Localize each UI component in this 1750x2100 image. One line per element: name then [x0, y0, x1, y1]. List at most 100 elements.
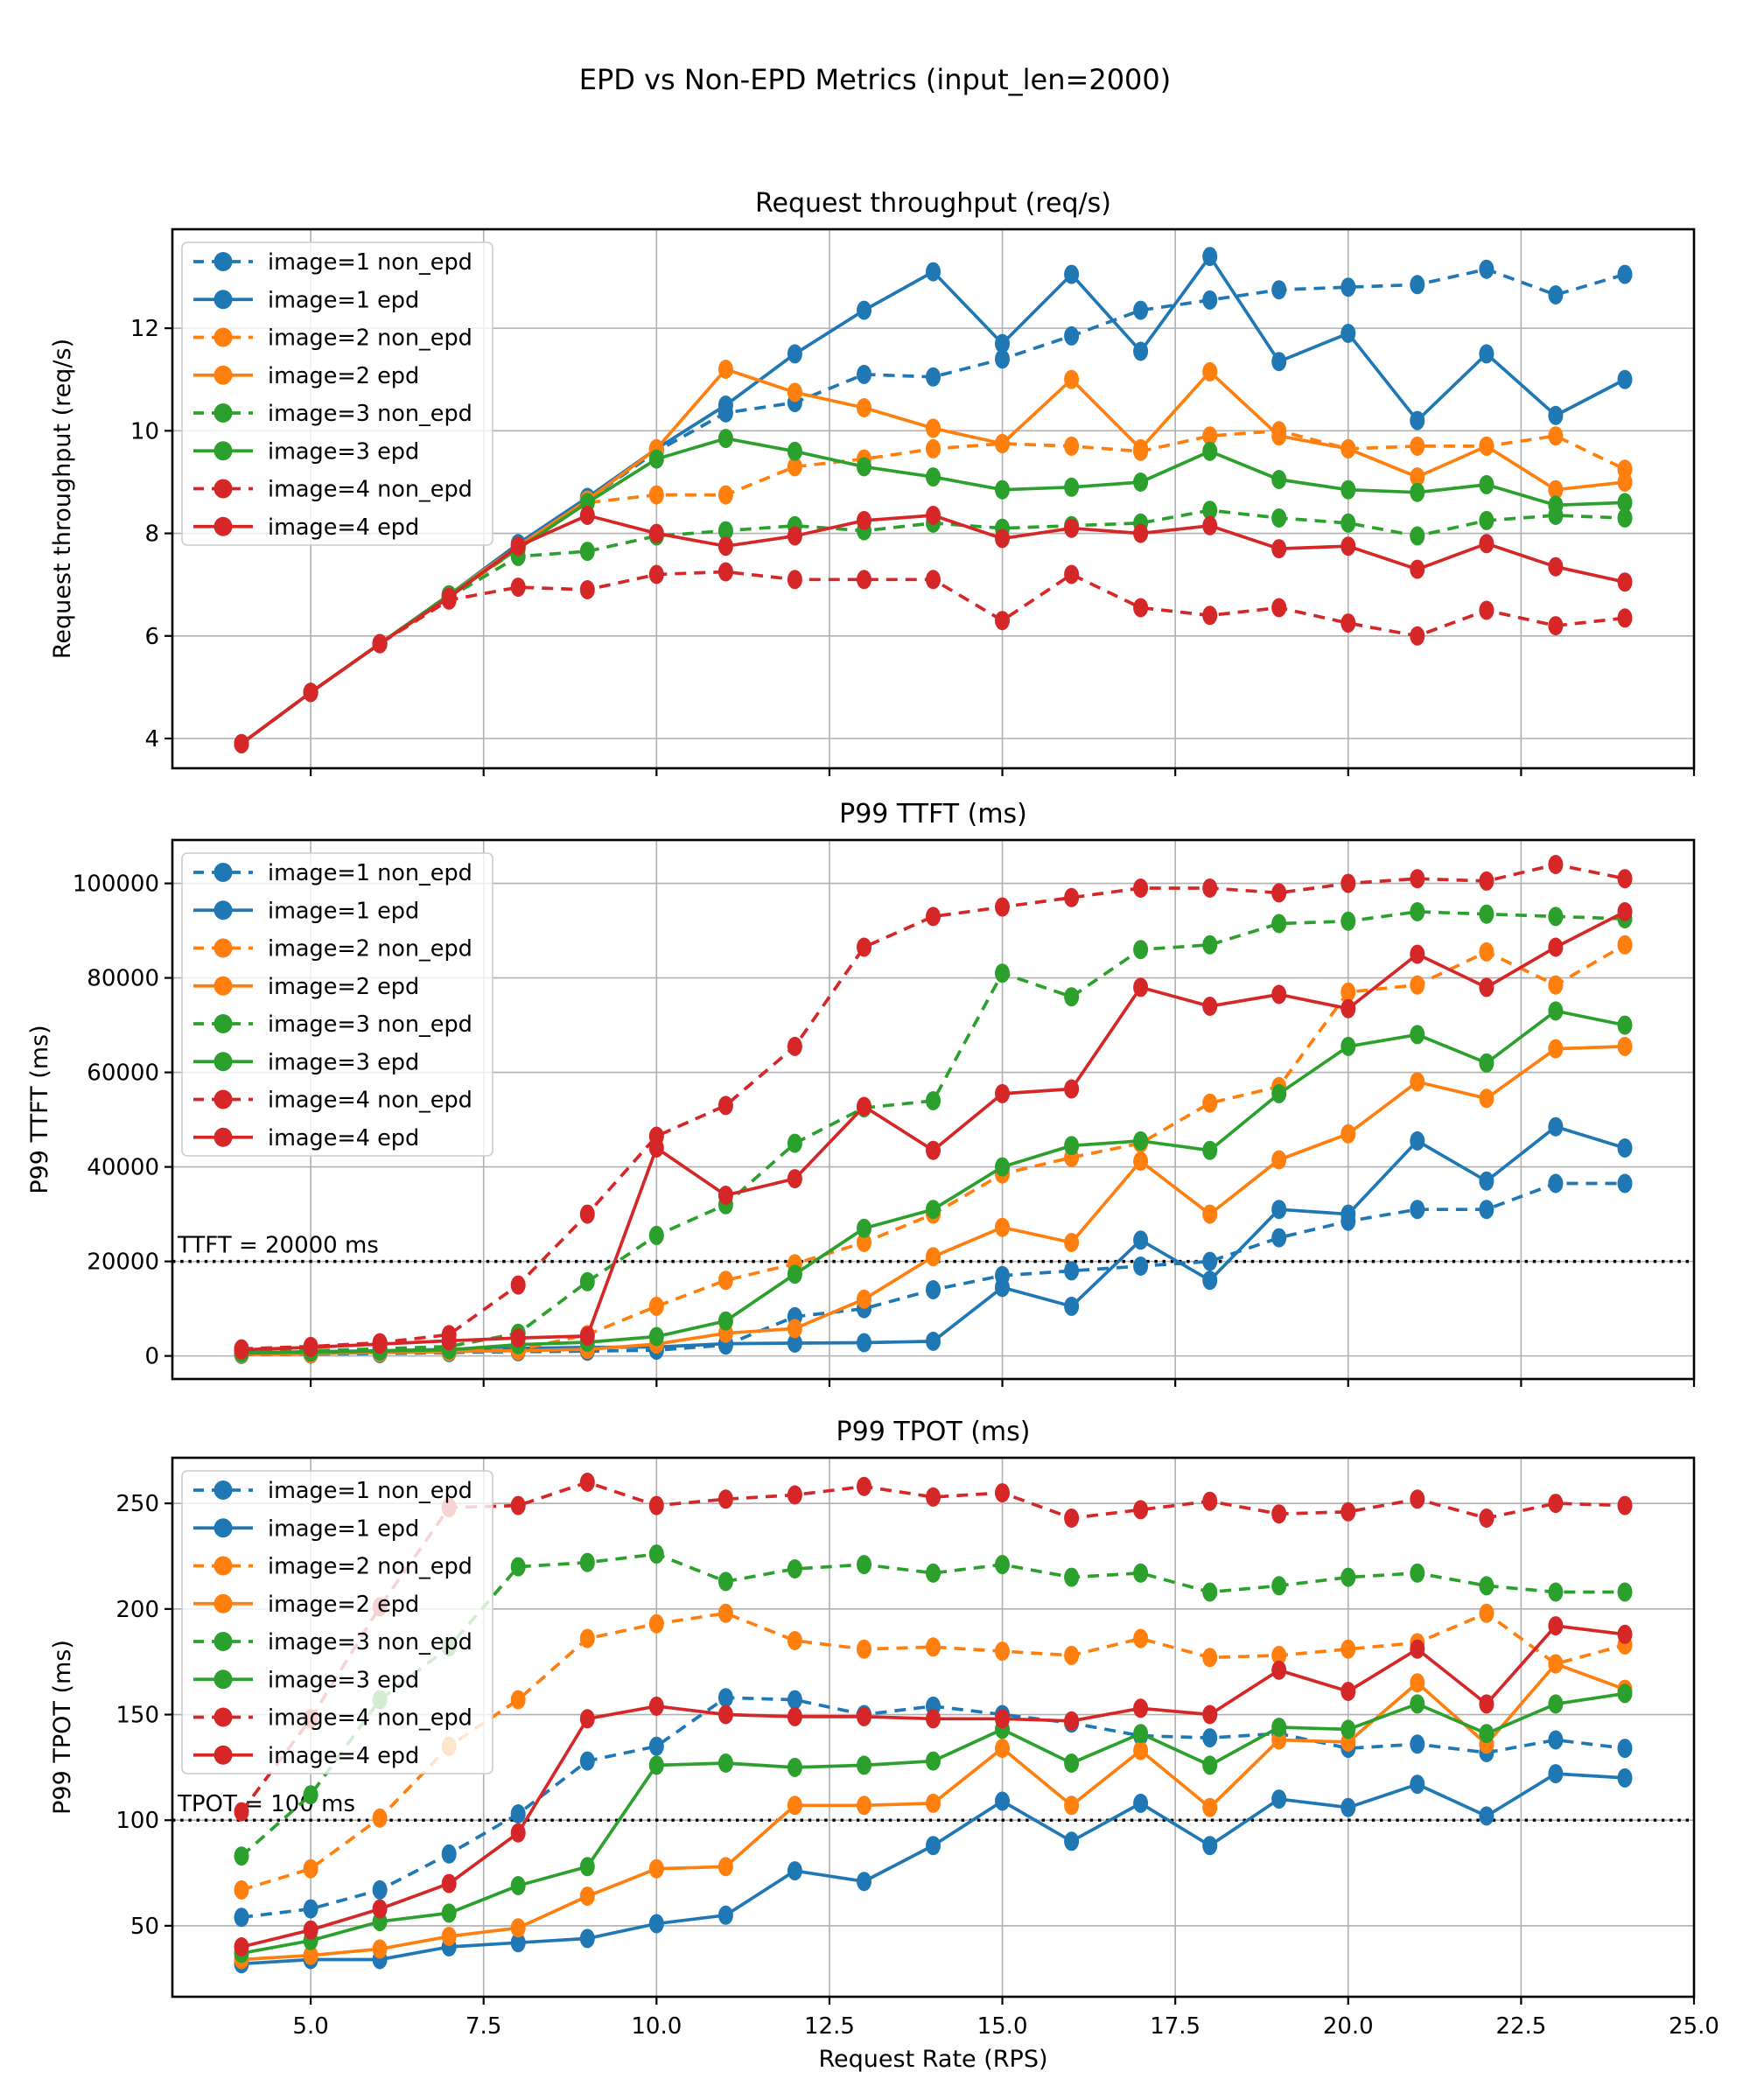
data-point-marker: [1133, 523, 1149, 543]
data-point-marker: [857, 1096, 872, 1116]
data-point-marker: [857, 1333, 872, 1353]
data-point-marker: [1202, 361, 1218, 382]
data-point-marker: [234, 1340, 249, 1360]
data-point-marker: [510, 1876, 526, 1895]
axes-frame: [171, 838, 1696, 1381]
data-point-marker: [718, 1489, 733, 1509]
data-point-marker: [648, 1914, 664, 1934]
data-point-marker: [718, 485, 733, 505]
legend-label: image=3 non_epd: [268, 1012, 472, 1038]
data-point-marker: [1479, 904, 1494, 924]
data-point-marker: [579, 1473, 595, 1492]
legend-marker: [214, 1745, 233, 1765]
data-point-marker: [1410, 1489, 1425, 1509]
data-point-marker: [303, 1858, 318, 1879]
series-image-4-epd: [234, 902, 1633, 1360]
data-point-marker: [1479, 1724, 1494, 1744]
data-point-marker: [1340, 1124, 1356, 1144]
data-point-marker: [718, 521, 733, 541]
legend-marker: [214, 976, 233, 996]
legend-marker: [214, 327, 233, 347]
data-point-marker: [1410, 559, 1425, 579]
data-point-marker: [1271, 1645, 1287, 1665]
data-point-marker: [787, 382, 802, 402]
data-point-marker: [787, 457, 802, 477]
data-point-marker: [441, 1927, 457, 1946]
data-point-marker: [718, 1096, 733, 1116]
data-point-marker: [648, 523, 664, 543]
data-point-marker: [1202, 441, 1218, 461]
legend-label: image=1 epd: [268, 898, 419, 924]
data-point-marker: [1064, 1567, 1080, 1587]
data-point-marker: [1133, 1628, 1149, 1648]
data-point-marker: [1202, 934, 1218, 955]
data-point-marker: [1340, 1797, 1356, 1817]
subplot-title: P99 TPOT (ms): [836, 1417, 1031, 1447]
data-point-marker: [995, 611, 1010, 631]
data-point-marker: [857, 1218, 872, 1238]
data-point-marker: [1479, 1088, 1494, 1109]
data-point-marker: [648, 564, 664, 584]
data-point-marker: [995, 963, 1010, 984]
legend-label: image=3 non_epd: [268, 1629, 472, 1656]
data-point-marker: [1340, 1719, 1356, 1740]
data-point-marker: [1479, 1171, 1494, 1191]
data-point-marker: [857, 1755, 872, 1775]
data-point-marker: [441, 1873, 457, 1894]
data-point-marker: [1617, 1739, 1633, 1759]
data-point-marker: [372, 1939, 388, 1959]
data-point-marker: [1202, 1251, 1218, 1271]
data-point-marker: [857, 510, 872, 530]
data-point-marker: [926, 1637, 941, 1657]
data-point-marker: [926, 1247, 941, 1267]
y-tick-label: 10: [130, 418, 159, 444]
data-point-marker: [1202, 290, 1218, 310]
data-point-marker: [1617, 1768, 1633, 1788]
data-point-marker: [372, 1808, 388, 1828]
legend-item-image-3-non-epd: image=3 non_epd: [193, 401, 472, 427]
data-point-marker: [995, 1555, 1010, 1575]
data-point-marker: [1064, 1296, 1080, 1316]
legend-item-image-3-non-epd: image=3 non_epd: [193, 1012, 472, 1038]
legend-label: image=4 non_epd: [268, 1088, 472, 1114]
data-point-marker: [926, 570, 941, 590]
series-image-4-non-epd: [234, 562, 1633, 753]
data-point-marker: [1479, 600, 1494, 620]
axes-frame: [171, 1456, 1696, 1998]
data-point-marker: [1271, 1789, 1287, 1810]
data-point-marker: [1410, 1563, 1425, 1583]
legend-label: image=2 epd: [268, 1592, 419, 1618]
data-point-marker: [1548, 1173, 1564, 1194]
legend-label: image=2 non_epd: [268, 1554, 472, 1580]
data-point-marker: [787, 344, 802, 364]
data-point-marker: [510, 1328, 526, 1348]
legend-label: image=1 non_epd: [268, 1478, 472, 1504]
data-point-marker: [926, 438, 941, 458]
data-point-marker: [303, 1920, 318, 1940]
data-point-marker: [926, 1280, 941, 1299]
legend-label: image=1 non_epd: [268, 249, 472, 276]
data-point-marker: [857, 570, 872, 590]
data-point-marker: [1479, 1694, 1494, 1714]
data-point-marker: [1340, 998, 1356, 1018]
x-tick-label: 7.5: [466, 2013, 501, 2040]
data-point-marker: [718, 1311, 733, 1331]
data-point-marker: [1617, 1582, 1633, 1602]
data-point-marker: [1410, 626, 1425, 646]
legend-item-image-1-epd: image=1 epd: [193, 1516, 419, 1542]
data-point-marker: [1133, 940, 1149, 960]
data-point-marker: [579, 1271, 595, 1292]
data-point-marker: [303, 1899, 318, 1919]
legend-item-image-1-non-epd: image=1 non_epd: [193, 1478, 472, 1504]
data-point-marker: [1410, 1200, 1425, 1220]
data-point-marker: [1064, 326, 1080, 346]
data-point-marker: [1548, 480, 1564, 500]
data-point-marker: [718, 1270, 733, 1291]
legend-item-image-4-epd: image=4 epd: [193, 1125, 419, 1152]
data-point-marker: [1202, 1836, 1218, 1856]
legend-item-image-2-epd: image=2 epd: [193, 1592, 419, 1618]
data-point-marker: [787, 1264, 802, 1284]
legend-item-image-2-non-epd: image=2 non_epd: [193, 936, 472, 962]
series-group: [234, 855, 1633, 1364]
